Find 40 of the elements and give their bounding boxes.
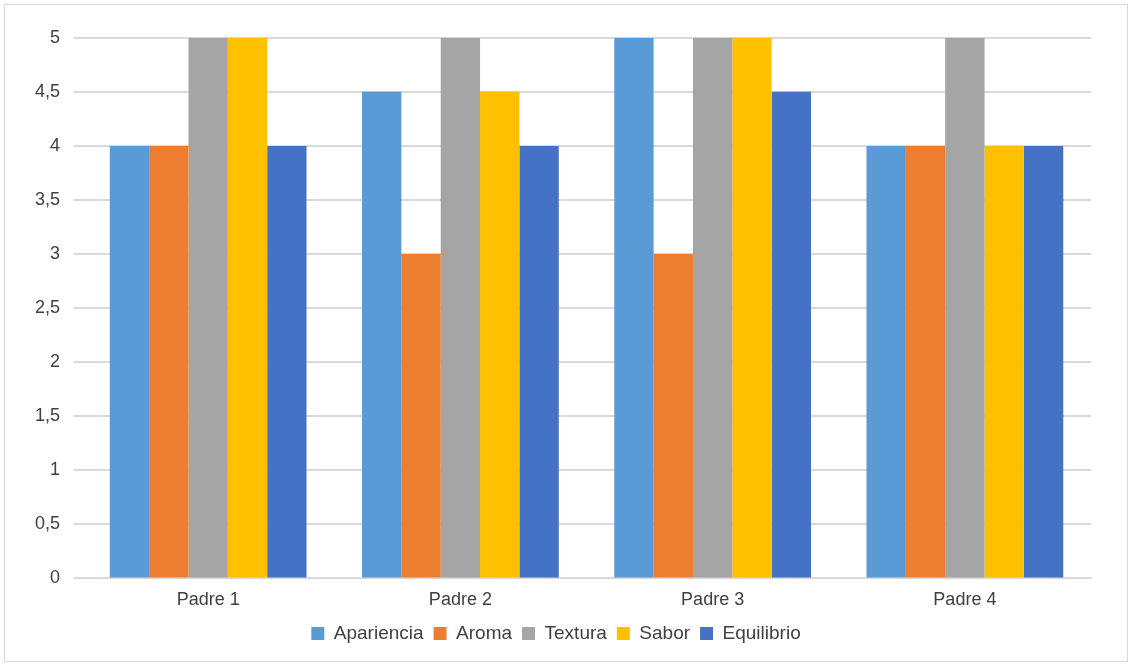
bar [267,145,307,578]
y-tick-label: 4 [50,134,61,155]
y-tick-label: 3 [50,243,61,264]
bar [149,145,189,578]
bar [109,145,150,578]
legend-label: Equilibrio [722,621,801,643]
bar [440,37,481,578]
y-tick-label: 2 [50,351,61,372]
y-tick-label: 1 [50,459,61,480]
bar [480,91,520,578]
legend-label: Sabor [639,621,691,643]
legend-label: Textura [544,621,608,643]
bar [519,145,559,578]
bar [984,145,1024,578]
bar [771,91,812,578]
y-tick-label: 0,5 [34,513,61,534]
y-tick-label: 2,5 [34,297,61,318]
bar [188,37,228,578]
x-tick-label: Padre 4 [933,589,997,610]
bar [614,37,654,578]
bar [905,145,946,578]
bar [945,37,985,578]
legend-label: Aroma [456,621,513,643]
y-tick-label: 1,5 [34,405,61,426]
bar [692,37,733,578]
bar [866,145,906,578]
y-tick-label: 3,5 [34,188,61,209]
y-tick-label: 4,5 [34,80,61,101]
bar [227,37,268,578]
legend-label: Apariencia [333,621,425,643]
bar [362,91,402,578]
bar [732,37,772,578]
y-tick-label: 0 [50,567,61,588]
y-tick-label: 5 [50,26,61,47]
bar [1023,145,1064,578]
x-tick-label: Padre 1 [176,589,240,610]
bar [653,254,693,578]
x-tick-label: Padre 3 [681,589,745,610]
x-tick-label: Padre 2 [428,589,492,610]
bar [401,254,441,578]
